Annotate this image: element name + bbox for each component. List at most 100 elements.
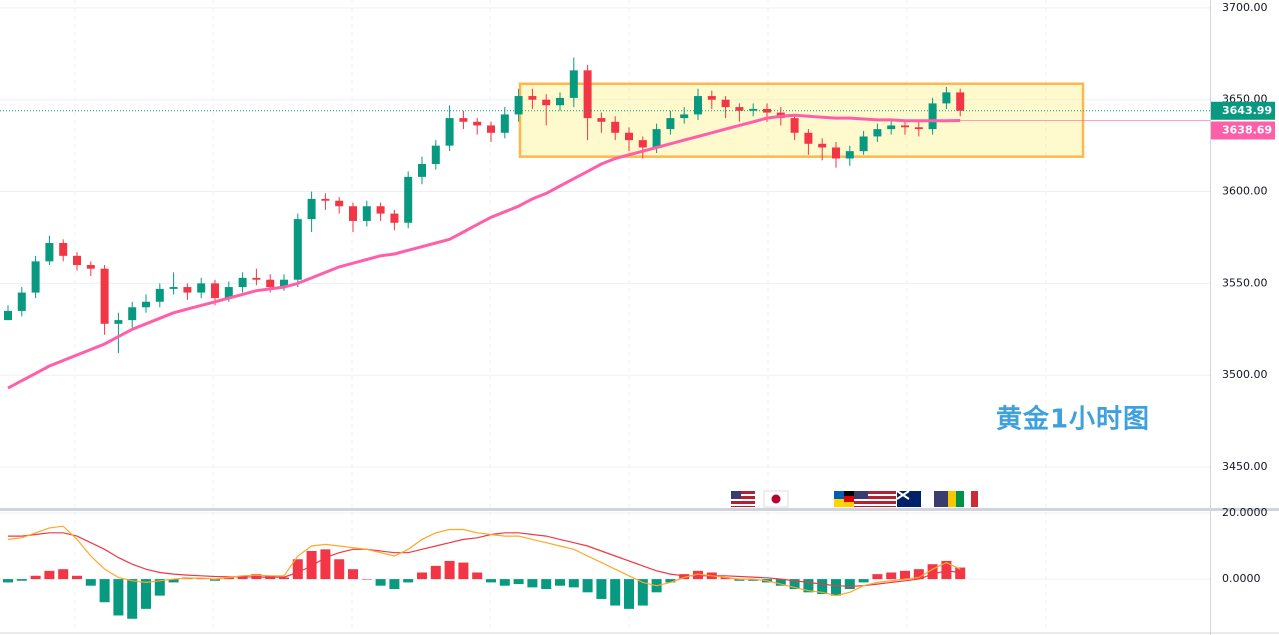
candle-body — [376, 206, 385, 214]
histogram-bar — [444, 560, 455, 580]
histogram-bar — [734, 579, 745, 581]
candle-body — [224, 287, 233, 299]
histogram-bar — [844, 579, 855, 590]
candle-body — [721, 99, 730, 108]
candle-body — [459, 118, 468, 122]
candle-body — [59, 242, 68, 256]
histogram-bar — [58, 569, 69, 580]
histogram-bar — [665, 579, 676, 583]
candle-body — [790, 118, 799, 133]
candle-body — [887, 125, 896, 130]
ma-price-tag — [1211, 121, 1275, 140]
histogram-bar — [320, 549, 331, 580]
candle-body — [445, 118, 454, 146]
candle-body — [625, 132, 633, 141]
histogram-bar — [624, 579, 634, 609]
candle-body — [321, 198, 330, 201]
histogram-bar — [817, 579, 828, 594]
candle-body — [17, 292, 26, 311]
histogram-bar — [223, 577, 234, 580]
histogram-bar — [748, 579, 759, 581]
candle-body — [86, 265, 95, 269]
y-tick-label: 0.0000 — [1222, 572, 1261, 585]
candle-body — [763, 108, 771, 113]
histogram-bar — [72, 575, 82, 580]
candle-body — [114, 320, 123, 324]
histogram-bar — [693, 570, 703, 580]
histogram-bar — [154, 579, 165, 596]
histogram-bar — [927, 564, 938, 580]
candle-body — [128, 307, 137, 321]
candle-body — [418, 164, 426, 177]
histogram-bar — [610, 579, 621, 606]
candle-body — [293, 219, 302, 280]
histogram-bar — [292, 559, 303, 580]
candle-body — [169, 287, 178, 289]
vertical-grid — [74, 0, 1047, 632]
signal-line — [8, 532, 961, 588]
histogram-bar — [831, 579, 841, 596]
candle-body — [832, 147, 840, 159]
candle-body — [514, 96, 523, 115]
histogram-bar — [44, 570, 55, 580]
last-price-tag — [1211, 101, 1275, 120]
candle-body — [390, 213, 399, 223]
y-tick-label: 3500.00 — [1222, 368, 1268, 381]
histogram-bar — [361, 579, 372, 580]
histogram-bar — [900, 570, 910, 580]
candle-body — [183, 287, 192, 293]
histogram-bar — [582, 579, 593, 593]
histogram-bar — [306, 551, 317, 580]
candle-body — [901, 125, 909, 128]
candle-body — [804, 132, 813, 144]
candle-body — [707, 96, 716, 100]
candle-body — [4, 310, 12, 321]
histogram-bar — [720, 577, 731, 580]
candle-body — [914, 127, 923, 130]
histogram-bar — [348, 569, 358, 580]
candle-body — [500, 114, 509, 133]
histogram-bar — [16, 579, 27, 581]
candle-body — [749, 108, 758, 111]
histogram-bar — [30, 575, 41, 580]
moving-average-line — [7, 113, 961, 390]
candle-body — [142, 301, 150, 308]
candle-body — [942, 92, 951, 104]
ma-price-label: 3638.69 — [1222, 123, 1272, 136]
candle-body — [583, 70, 592, 119]
histogram-bar — [555, 579, 565, 586]
histogram-bar — [789, 579, 800, 590]
candle-body — [31, 261, 40, 293]
histogram-bar — [955, 567, 966, 580]
candle-body — [652, 129, 661, 148]
histogram-bar — [417, 572, 427, 580]
candle-body — [542, 99, 551, 106]
histogram-bar — [3, 579, 13, 583]
candle-body — [45, 242, 54, 262]
candle-body — [638, 140, 647, 148]
histogram-bar — [334, 559, 345, 580]
y-tick-label: 20.0000 — [1222, 506, 1268, 519]
last-price-label: 3643.99 — [1222, 104, 1272, 117]
histogram-bar — [486, 579, 496, 583]
histogram-bar — [279, 577, 289, 580]
candle-body — [556, 97, 564, 106]
histogram-bar — [513, 579, 524, 585]
histogram-bar — [858, 579, 869, 583]
histogram-bar — [679, 574, 690, 580]
histogram-bar — [99, 579, 110, 603]
candle-body — [956, 92, 965, 111]
candle-body — [197, 283, 206, 293]
candle-body — [873, 129, 882, 137]
candle-body — [335, 200, 344, 207]
histogram-bar — [941, 560, 952, 580]
histogram-bar — [872, 574, 883, 580]
histogram-bar — [403, 579, 414, 583]
candle-body — [597, 118, 606, 122]
candle-body — [928, 103, 937, 130]
histogram-bar — [141, 579, 151, 609]
histogram-bar — [775, 579, 786, 586]
histogram-bar — [210, 579, 220, 581]
candle-body — [569, 70, 578, 98]
histogram-bar — [913, 569, 924, 580]
